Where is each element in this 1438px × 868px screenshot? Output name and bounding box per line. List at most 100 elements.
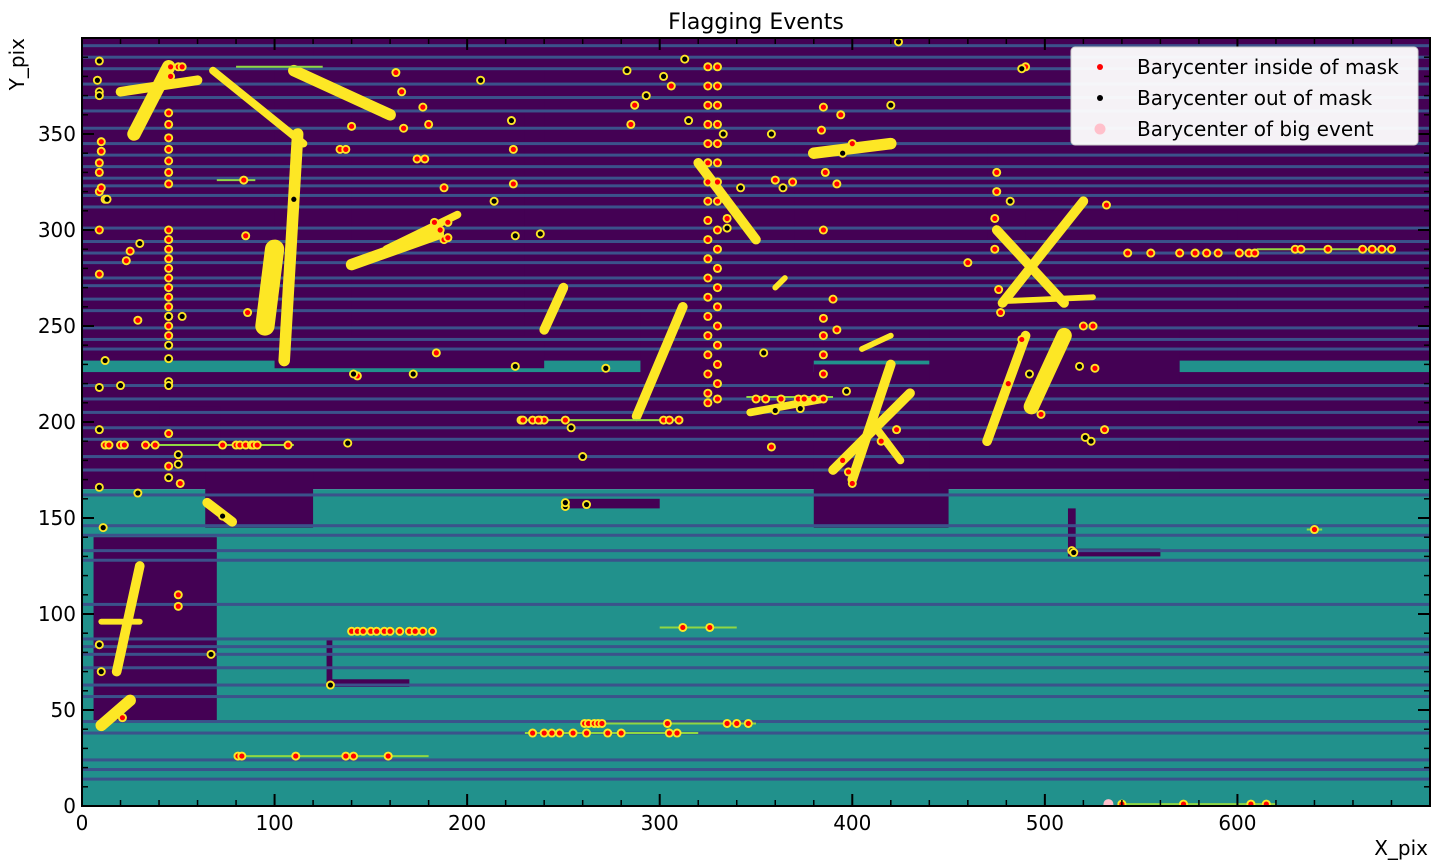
inside-mask-point xyxy=(556,730,563,736)
inside-mask-point xyxy=(152,442,158,448)
inside-mask-point xyxy=(562,417,568,423)
inside-mask-point xyxy=(530,730,536,736)
inside-mask-point xyxy=(849,480,855,487)
inside-mask-point xyxy=(399,89,405,95)
mask-region xyxy=(565,498,660,509)
mask-stripe xyxy=(82,205,1430,209)
inside-mask-point xyxy=(893,427,900,433)
outside-mask-point xyxy=(100,525,106,531)
inside-mask-point xyxy=(724,720,730,727)
inside-mask-point xyxy=(166,237,172,243)
mask-region xyxy=(93,537,217,722)
inside-mask-point xyxy=(820,227,827,233)
event-mask xyxy=(867,418,905,465)
inside-mask-point xyxy=(772,177,778,183)
inside-mask-point xyxy=(414,156,420,162)
inside-mask-point xyxy=(166,121,172,127)
mask-stripe xyxy=(82,251,1430,255)
outside-mask-point xyxy=(512,233,518,239)
inside-mask-point xyxy=(676,417,682,423)
mask-stripe xyxy=(82,297,1430,301)
inside-mask-point xyxy=(705,198,711,204)
outside-mask-point xyxy=(175,452,181,458)
event-mask xyxy=(982,330,1031,447)
legend-marker-big xyxy=(1094,123,1106,135)
outside-mask-point xyxy=(104,196,110,202)
event-mask xyxy=(111,561,145,677)
y-tick-label: 350 xyxy=(38,122,76,146)
inside-mask-point xyxy=(1246,250,1252,256)
inside-mask-point xyxy=(705,121,711,127)
inside-mask-point xyxy=(820,396,827,402)
legend: Barycenter inside of mask Barycenter out … xyxy=(1070,46,1419,146)
y-tick-label: 250 xyxy=(38,314,76,338)
inside-mask-point xyxy=(96,227,102,233)
outside-mask-point xyxy=(166,475,172,481)
inside-mask-point xyxy=(166,294,172,300)
inside-mask-point xyxy=(167,64,174,70)
outside-mask-point xyxy=(895,39,902,45)
inside-mask-point xyxy=(745,720,751,727)
inside-mask-point xyxy=(1292,246,1298,252)
inside-mask-point xyxy=(254,442,260,448)
inside-mask-point xyxy=(605,730,611,736)
outside-mask-point xyxy=(410,371,416,377)
inside-mask-point xyxy=(714,342,721,348)
inside-mask-point xyxy=(1248,801,1254,806)
inside-mask-point xyxy=(714,102,721,108)
mask-stripe xyxy=(82,666,1430,670)
inside-mask-point xyxy=(412,628,418,634)
inside-mask-point xyxy=(422,156,428,162)
inside-mask-point xyxy=(510,146,516,152)
event-mask xyxy=(202,497,238,527)
inside-mask-point xyxy=(166,256,172,262)
inside-mask-point xyxy=(811,396,817,402)
outside-mask-point xyxy=(350,371,357,377)
inside-mask-point xyxy=(166,285,172,291)
inside-mask-point xyxy=(714,265,721,271)
mask-stripe xyxy=(82,142,1430,146)
inside-mask-point xyxy=(1101,427,1108,433)
inside-mask-point xyxy=(237,442,243,448)
inside-mask-point xyxy=(243,442,249,448)
inside-mask-point xyxy=(820,104,827,110)
inside-mask-point xyxy=(705,64,711,70)
inside-mask-point xyxy=(175,592,181,598)
mask-stripe xyxy=(82,637,1430,641)
inside-mask-point xyxy=(674,730,680,736)
inside-mask-point xyxy=(834,181,840,187)
inside-mask-point xyxy=(1369,246,1375,252)
inside-mask-point xyxy=(426,121,432,127)
outside-mask-point xyxy=(508,117,515,124)
inside-mask-point xyxy=(734,720,740,727)
outside-mask-point xyxy=(135,490,141,496)
inside-mask-point xyxy=(840,457,846,463)
outside-mask-point xyxy=(179,313,185,319)
x-tick-label: 500 xyxy=(1026,811,1064,835)
mask-region xyxy=(326,638,333,687)
outside-mask-point xyxy=(98,669,104,675)
inside-mask-point xyxy=(166,158,172,164)
inside-mask-point xyxy=(632,102,638,108)
inside-mask-point xyxy=(535,417,541,423)
inside-mask-point xyxy=(714,381,721,387)
inside-mask-point xyxy=(834,327,840,333)
inside-mask-point xyxy=(1311,526,1318,533)
mask-stripe xyxy=(82,226,1430,230)
inside-mask-point xyxy=(1080,323,1086,329)
outside-mask-point xyxy=(512,363,518,369)
inside-mask-point xyxy=(1325,246,1331,252)
inside-mask-point xyxy=(705,179,711,185)
inside-mask-point xyxy=(166,135,172,141)
inside-mask-point xyxy=(135,317,141,323)
inside-mask-point xyxy=(285,442,291,448)
outside-mask-point xyxy=(768,131,775,137)
inside-mask-point xyxy=(1215,250,1221,256)
inside-mask-point xyxy=(179,64,185,70)
mask-stripe xyxy=(82,153,1430,157)
mask-stripe xyxy=(82,82,1430,86)
mask-stripe xyxy=(82,126,1430,130)
mask-stripe xyxy=(82,165,1430,169)
inside-mask-point xyxy=(530,417,536,423)
outside-mask-point xyxy=(166,382,172,389)
